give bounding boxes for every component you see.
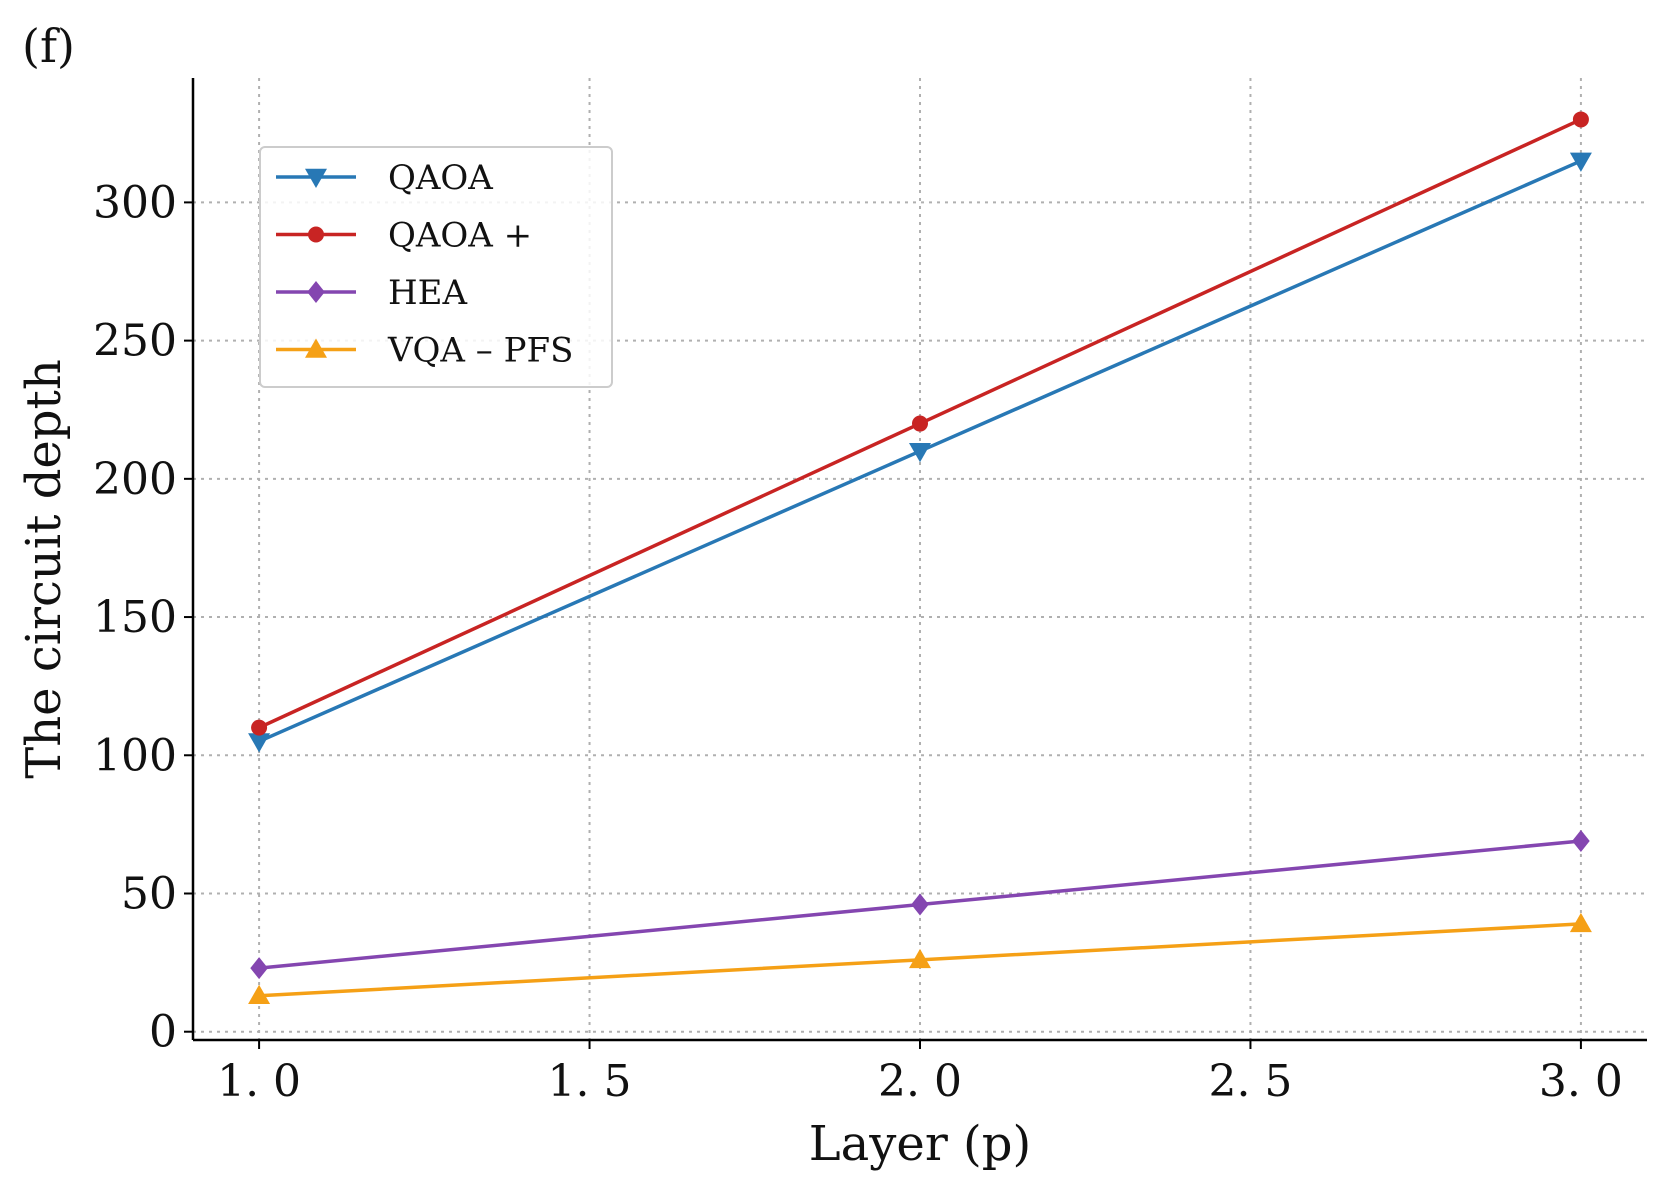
x-axis-label: Layer (p): [809, 1116, 1031, 1172]
data-point-qaoa: [248, 733, 271, 753]
x-tick-label: 2. 5: [1208, 1056, 1292, 1107]
data-point-qaoa: [912, 415, 928, 432]
y-tick-label: 50: [121, 868, 177, 919]
legend-label-qaoa: QAOA: [388, 158, 493, 198]
y-ticks: 0 50 100 150 200 250 300: [93, 177, 193, 1058]
legend-label-hea: HEA: [388, 273, 467, 313]
x-tick-label: 1. 0: [217, 1056, 301, 1107]
series-hea: [250, 829, 1590, 980]
x-tick-label: 1. 5: [548, 1056, 632, 1107]
y-tick-label: 300: [93, 177, 177, 228]
y-tick-label: 250: [93, 316, 177, 367]
legend: QAOA QAOA + HEA VQA – PFS: [259, 146, 613, 388]
data-point-vqa-pfs: [248, 984, 271, 1005]
series-group: [248, 111, 1592, 1005]
data-point-vqa-pfs: [909, 948, 931, 969]
legend-marker-qaoa: [305, 168, 327, 188]
legend-marker-hea: [307, 281, 325, 303]
legend-label-vqa-pfs: VQA – PFS: [387, 331, 573, 371]
y-axis-label: The circuit depth: [16, 359, 72, 779]
x-tick-label: 2. 0: [878, 1056, 962, 1107]
legend-marker-vqa-pfs: [305, 338, 327, 358]
y-tick-label: 0: [149, 1007, 177, 1058]
y-tick-label: 100: [93, 730, 177, 781]
panel-label: (f): [22, 19, 75, 73]
data-point-qaoa: [251, 719, 268, 736]
y-tick-label: 200: [93, 454, 177, 505]
legend-frame: [259, 146, 613, 388]
x-tick-label: 3. 0: [1539, 1056, 1623, 1107]
data-point-hea: [1572, 829, 1590, 852]
series-qaoa: [251, 111, 1589, 736]
x-ticks: 1. 0 1. 5 2. 0 2. 5 3. 0: [217, 1040, 1623, 1107]
data-point-hea: [911, 893, 929, 916]
data-point-qaoa: [1569, 152, 1592, 172]
data-point-qaoa: [1572, 111, 1589, 128]
legend-label-qaoa: QAOA +: [388, 216, 532, 256]
data-point-vqa-pfs: [1569, 912, 1592, 933]
series-qaoa: [248, 152, 1592, 753]
legend-marker-qaoa: [308, 226, 324, 243]
data-point-qaoa: [909, 442, 931, 463]
data-point-hea: [250, 957, 268, 980]
y-tick-label: 150: [93, 592, 177, 643]
series-vqa-pfs: [248, 912, 1592, 1005]
